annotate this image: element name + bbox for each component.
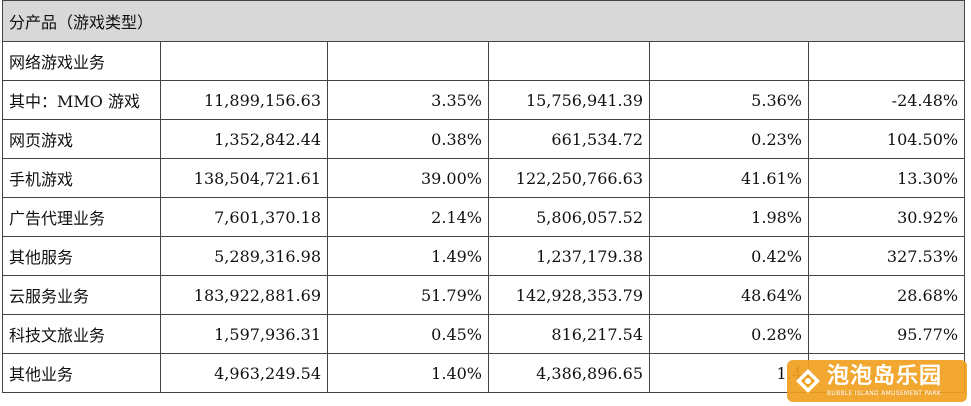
prior-amount: 661,534.72 <box>488 119 650 159</box>
watermark-en-text: BUBBLE ISLAND AMUSEMENT PARK <box>827 389 942 397</box>
yoy-change: 13.30% <box>807 158 966 198</box>
current-share: 3.35% <box>327 80 489 120</box>
current-share: 2.14% <box>327 197 489 237</box>
prior-share: 0.42% <box>649 236 809 276</box>
prior-share: 41.61% <box>649 158 809 198</box>
table-row: 云服务业务 183,922,881.69 51.79% 142,928,353.… <box>2 275 966 315</box>
prior-share: 0.28% <box>649 314 809 354</box>
watermark-cn-text: 泡泡岛乐园 <box>827 363 943 389</box>
prior-share: 1.98% <box>649 197 809 237</box>
prior-amount: 4,386,896.65 <box>488 353 650 393</box>
prior-amount: 122,250,766.63 <box>488 158 650 198</box>
section-header-row: 分产品（游戏类型） <box>1 0 966 42</box>
yoy-change: 28.68% <box>807 275 966 315</box>
table-row: 网络游戏业务 <box>2 41 966 81</box>
current-amount: 138,504,721.61 <box>160 158 328 198</box>
current-amount <box>160 41 328 81</box>
row-label: 云服务业务 <box>2 275 161 315</box>
row-label: 其他业务 <box>2 353 161 393</box>
current-amount: 1,352,842.44 <box>160 119 328 159</box>
current-amount: 7,601,370.18 <box>160 197 328 237</box>
prior-amount: 1,237,179.38 <box>488 236 650 276</box>
current-amount: 11,899,156.63 <box>160 80 328 120</box>
yoy-change: 104.50% <box>807 119 966 159</box>
bubble-logo-icon <box>796 369 820 393</box>
watermark-logo: 泡泡岛乐园 BUBBLE ISLAND AMUSEMENT PARK <box>787 360 967 402</box>
prior-amount: 5,806,057.52 <box>488 197 650 237</box>
current-amount: 1,597,936.31 <box>160 314 328 354</box>
yoy-change: -24.48% <box>807 80 966 120</box>
prior-amount: 142,928,353.79 <box>488 275 650 315</box>
current-share: 1.40% <box>327 353 489 393</box>
financial-table: 分产品（游戏类型） 网络游戏业务 其中：MMO 游戏 11,899,156.63… <box>1 0 966 393</box>
table-row: 广告代理业务 7,601,370.18 2.14% 5,806,057.52 1… <box>2 197 966 237</box>
row-label: 广告代理业务 <box>2 197 161 237</box>
table-row: 手机游戏 138,504,721.61 39.00% 122,250,766.6… <box>2 158 966 198</box>
row-label: 手机游戏 <box>2 158 161 198</box>
yoy-change <box>807 41 966 81</box>
table-row: 网页游戏 1,352,842.44 0.38% 661,534.72 0.23%… <box>2 119 966 159</box>
row-label: 网络游戏业务 <box>2 41 161 81</box>
yoy-change: 30.92% <box>807 197 966 237</box>
table-row: 其他服务 5,289,316.98 1.49% 1,237,179.38 0.4… <box>2 236 966 276</box>
prior-amount: 816,217.54 <box>488 314 650 354</box>
current-share: 0.38% <box>327 119 489 159</box>
prior-share: 5.36% <box>649 80 809 120</box>
table-row: 其他业务 4,963,249.54 1.40% 4,386,896.65 1.4 <box>2 353 966 393</box>
prior-share <box>649 41 809 81</box>
row-label: 网页游戏 <box>2 119 161 159</box>
row-label: 其他服务 <box>2 236 161 276</box>
row-label: 其中：MMO 游戏 <box>2 80 161 120</box>
prior-share: 1.4 <box>649 353 809 393</box>
section-title: 分产品（游戏类型） <box>1 0 966 42</box>
current-amount: 4,963,249.54 <box>160 353 328 393</box>
prior-amount: 15,756,941.39 <box>488 80 650 120</box>
current-share: 0.45% <box>327 314 489 354</box>
table-row: 其中：MMO 游戏 11,899,156.63 3.35% 15,756,941… <box>2 80 966 120</box>
yoy-change: 327.53% <box>807 236 966 276</box>
current-share: 1.49% <box>327 236 489 276</box>
current-share: 39.00% <box>327 158 489 198</box>
current-share <box>327 41 489 81</box>
prior-amount <box>488 41 650 81</box>
table-row: 科技文旅业务 1,597,936.31 0.45% 816,217.54 0.2… <box>2 314 966 354</box>
current-amount: 183,922,881.69 <box>160 275 328 315</box>
prior-share: 48.64% <box>649 275 809 315</box>
row-label: 科技文旅业务 <box>2 314 161 354</box>
yoy-change: 95.77% <box>807 314 966 354</box>
current-amount: 5,289,316.98 <box>160 236 328 276</box>
prior-share: 0.23% <box>649 119 809 159</box>
current-share: 51.79% <box>327 275 489 315</box>
